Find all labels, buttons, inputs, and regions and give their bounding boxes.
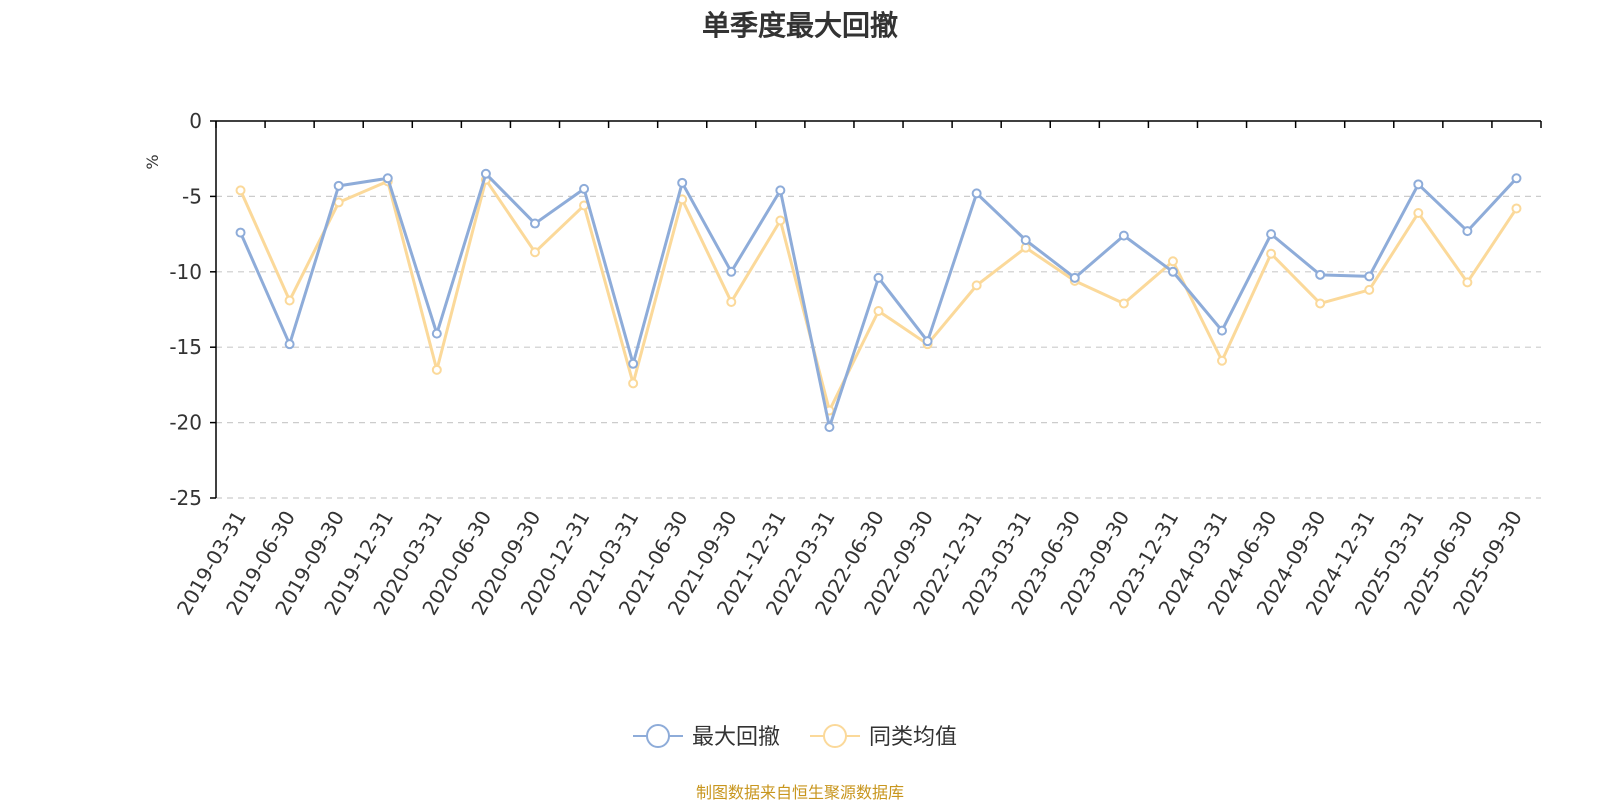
data-point[interactable]: [873, 272, 884, 283]
data-point[interactable]: [1315, 298, 1326, 309]
series-line-0: [239, 172, 1518, 429]
data-point[interactable]: [1020, 235, 1031, 246]
series-lines: [235, 168, 1522, 433]
data-point[interactable]: [480, 168, 491, 179]
data-point[interactable]: [824, 422, 835, 433]
data-point[interactable]: [1364, 284, 1375, 295]
data-point[interactable]: [1167, 256, 1178, 267]
data-point[interactable]: [1413, 179, 1424, 190]
data-point[interactable]: [382, 173, 393, 184]
grid-lines: [216, 195, 1541, 499]
data-point[interactable]: [1217, 355, 1228, 366]
y-tick-label: -10: [169, 260, 202, 284]
y-tick-label: 0: [189, 109, 202, 133]
data-point[interactable]: [333, 180, 344, 191]
data-point[interactable]: [1511, 173, 1522, 184]
data-point[interactable]: [431, 364, 442, 375]
legend-item-1[interactable]: 同类均值: [810, 724, 957, 750]
data-point[interactable]: [235, 227, 246, 238]
data-point[interactable]: [529, 247, 540, 258]
data-point[interactable]: [1217, 325, 1228, 336]
data-point[interactable]: [579, 183, 590, 194]
y-axis-unit-label: %: [143, 154, 162, 169]
legend-label: 同类均值: [869, 725, 957, 750]
data-point[interactable]: [1266, 229, 1277, 240]
data-point[interactable]: [873, 306, 884, 317]
data-point[interactable]: [1364, 271, 1375, 282]
legend-marker: [823, 724, 847, 748]
data-point[interactable]: [529, 218, 540, 229]
data-point[interactable]: [1167, 266, 1178, 277]
data-point[interactable]: [284, 339, 295, 350]
data-point[interactable]: [775, 185, 786, 196]
data-point[interactable]: [922, 336, 933, 347]
legend-marker: [646, 724, 670, 748]
y-tick-label: -5: [182, 184, 202, 208]
data-point[interactable]: [628, 378, 639, 389]
chart-title: 单季度最大回撤: [701, 9, 898, 42]
data-point[interactable]: [628, 358, 639, 369]
data-point[interactable]: [1069, 272, 1080, 283]
data-point[interactable]: [775, 215, 786, 226]
data-source-note: 制图数据来自恒生聚源数据库: [695, 783, 904, 802]
data-point[interactable]: [726, 296, 737, 307]
legend-item-0[interactable]: 最大回撤: [633, 724, 780, 750]
data-point[interactable]: [1462, 226, 1473, 237]
data-point[interactable]: [1511, 203, 1522, 214]
data-point[interactable]: [726, 266, 737, 277]
series-line-1: [239, 178, 1518, 413]
data-point[interactable]: [1413, 207, 1424, 218]
data-point[interactable]: [1315, 269, 1326, 280]
legend[interactable]: 最大回撤 同类均值: [633, 724, 957, 750]
data-point[interactable]: [235, 185, 246, 196]
y-tick-label: -20: [169, 411, 202, 435]
data-point[interactable]: [431, 328, 442, 339]
data-point[interactable]: [1118, 230, 1129, 241]
data-point[interactable]: [1462, 277, 1473, 288]
data-point[interactable]: [1118, 298, 1129, 309]
y-tick-label: -15: [169, 335, 202, 359]
data-point[interactable]: [1266, 248, 1277, 259]
data-point[interactable]: [284, 295, 295, 306]
data-point[interactable]: [677, 177, 688, 188]
legend-label: 最大回撤: [692, 725, 780, 750]
data-point[interactable]: [971, 280, 982, 291]
y-tick-label: -25: [169, 486, 202, 510]
data-point[interactable]: [971, 188, 982, 199]
